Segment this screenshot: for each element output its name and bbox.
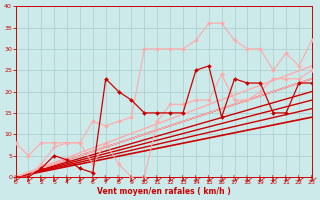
X-axis label: Vent moyen/en rafales ( km/h ): Vent moyen/en rafales ( km/h ) (97, 187, 230, 196)
